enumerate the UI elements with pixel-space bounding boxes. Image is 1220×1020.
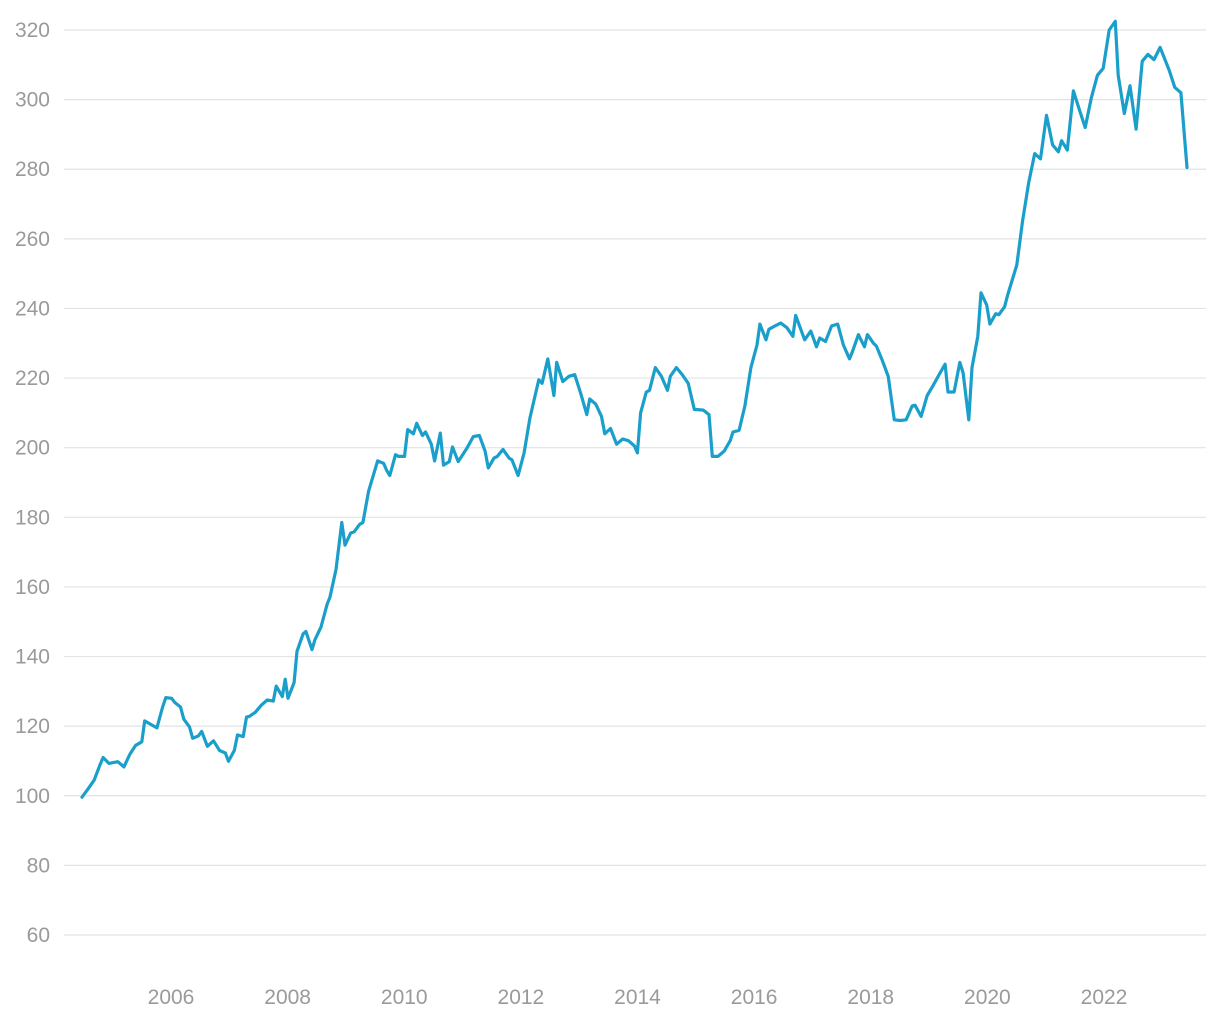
y-tick-label: 200 [15, 437, 50, 460]
y-tick-label: 220 [15, 367, 50, 390]
x-tick-label: 2014 [614, 986, 661, 1009]
x-tick-label: 2006 [148, 986, 195, 1009]
series-layer [80, 19, 1189, 799]
y-tick-label: 300 [15, 89, 50, 112]
x-axis-ticks: 2006 2008 2010 2012 2014 2016 2018 2020 2022 [148, 986, 1128, 1009]
y-tick-label: 160 [15, 576, 50, 599]
x-tick-label: 2018 [847, 986, 894, 1009]
y-tick-label: 140 [15, 646, 50, 669]
y-axis-ticks: 60 80 100 120 140 160 180 200 220 240 260 280 300 320 [15, 19, 50, 947]
y-tick-label: 260 [15, 228, 50, 251]
x-tick-label: 2020 [964, 986, 1011, 1009]
x-tick-label: 2022 [1081, 986, 1128, 1009]
y-tick-label: 100 [15, 785, 50, 808]
series-line [80, 19, 1189, 799]
x-tick-label: 2008 [264, 986, 311, 1009]
y-tick-label: 320 [15, 19, 50, 42]
y-tick-label: 120 [15, 715, 50, 738]
y-tick-label: 280 [15, 158, 50, 181]
y-tick-label: 80 [27, 854, 50, 877]
y-tick-label: 240 [15, 297, 50, 320]
x-tick-label: 2010 [381, 986, 428, 1009]
gridlines [64, 29, 1206, 936]
y-tick-label: 180 [15, 506, 50, 529]
y-tick-label: 60 [27, 924, 50, 947]
x-tick-label: 2012 [498, 986, 545, 1009]
x-tick-label: 2016 [731, 986, 778, 1009]
